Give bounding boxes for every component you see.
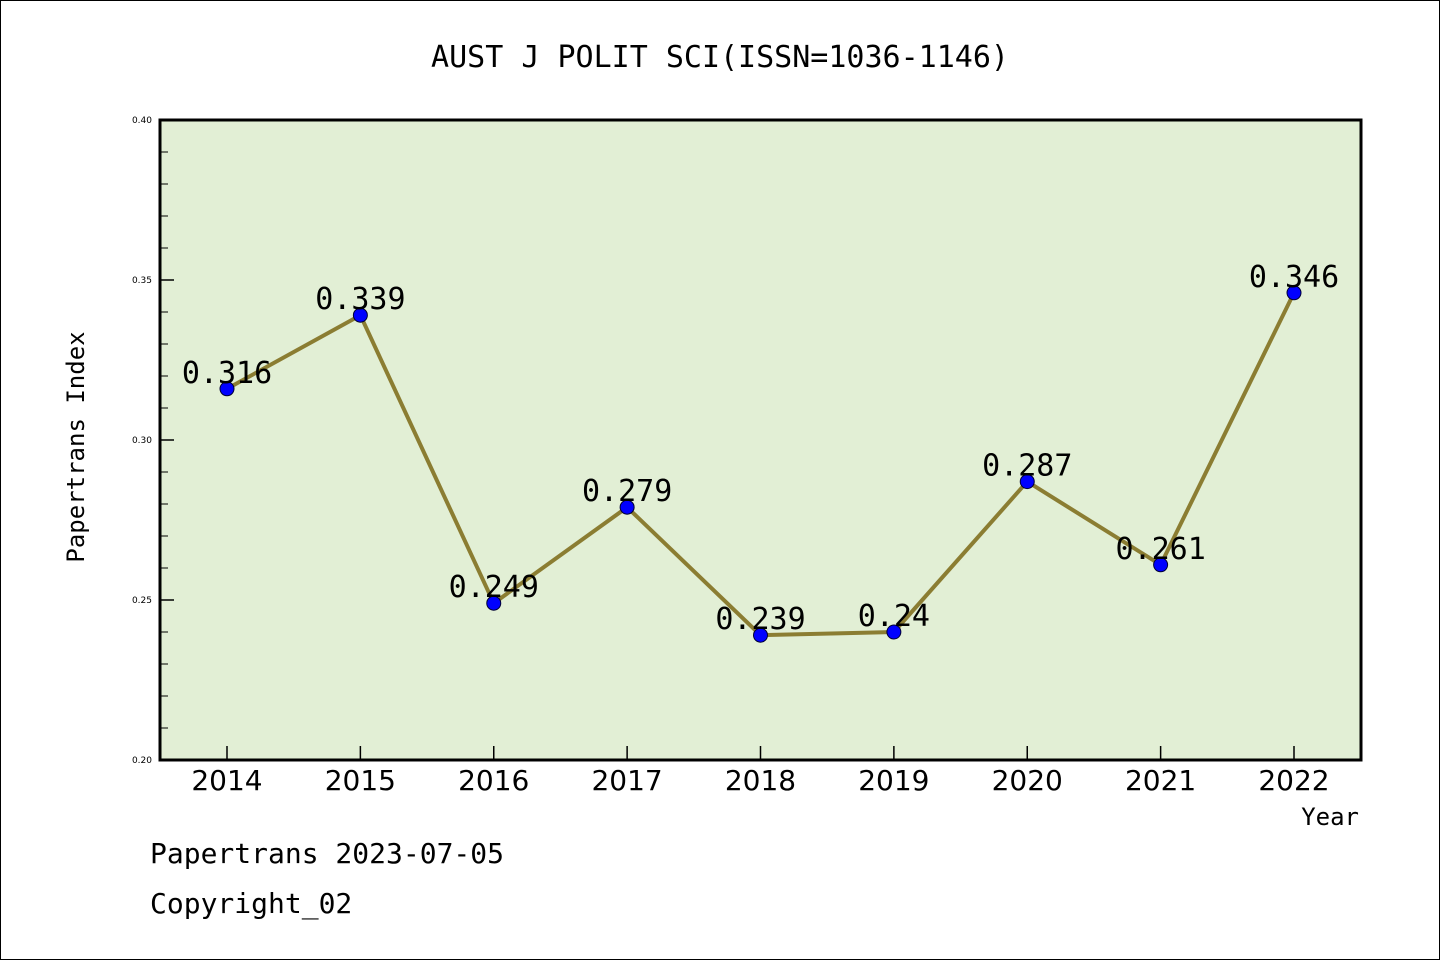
x-tick-label: 2018 <box>725 764 796 797</box>
data-point <box>753 627 768 643</box>
data-point <box>219 381 235 397</box>
x-tick-label: 2020 <box>992 764 1063 797</box>
footer-copyright: Copyright_02 <box>150 887 352 921</box>
data-point <box>1019 474 1035 490</box>
x-tick-label: 2021 <box>1125 764 1196 797</box>
data-labels: 0.316 0.339 0.249 0.279 0.239 0.24 0.287 0.261 0… <box>182 260 1339 637</box>
footer-date: Papertrans 2023-07-05 <box>150 837 504 870</box>
y-tick-label: 0.30 <box>132 436 152 446</box>
data-label: 0.24 <box>858 599 930 634</box>
plot-border <box>158 118 1363 762</box>
y-tick-label: 0.35 <box>132 276 152 286</box>
y-axis-label: Papertrans Index <box>62 331 90 562</box>
data-label: 0.316 <box>182 356 272 391</box>
data-label: 0.287 <box>982 449 1072 484</box>
data-points <box>219 285 1302 643</box>
data-label: 0.339 <box>315 282 405 317</box>
data-point <box>619 499 635 515</box>
x-tick-label: 2015 <box>325 764 396 797</box>
y-tick-label: 0.20 <box>132 756 152 766</box>
x-axis-label: Year <box>1301 803 1359 831</box>
data-point <box>486 595 502 611</box>
data-point <box>886 624 902 640</box>
y-tick-label: 0.40 <box>132 116 152 126</box>
plot-area <box>160 120 1361 760</box>
chart-title: AUST J POLIT SCI(ISSN=1036-1146) <box>431 40 1009 75</box>
data-point <box>1153 557 1169 573</box>
data-label: 0.346 <box>1249 260 1339 295</box>
x-tick-label: 2014 <box>191 764 262 797</box>
data-point <box>352 307 368 323</box>
y-tick-label: 0.25 <box>132 596 152 606</box>
data-label: 0.249 <box>449 570 539 605</box>
x-tick-label: 2019 <box>858 764 929 797</box>
data-point <box>1286 285 1302 301</box>
data-label: 0.261 <box>1115 532 1205 567</box>
data-label: 0.239 <box>715 602 805 637</box>
x-tick-label: 2017 <box>591 764 662 797</box>
x-axis: 2014 2015 2016 2017 2018 2019 2020 2021 2022 <box>191 746 1330 797</box>
x-tick-label: 2016 <box>458 764 529 797</box>
x-tick-label: 2022 <box>1258 764 1329 797</box>
data-label: 0.279 <box>582 474 672 509</box>
